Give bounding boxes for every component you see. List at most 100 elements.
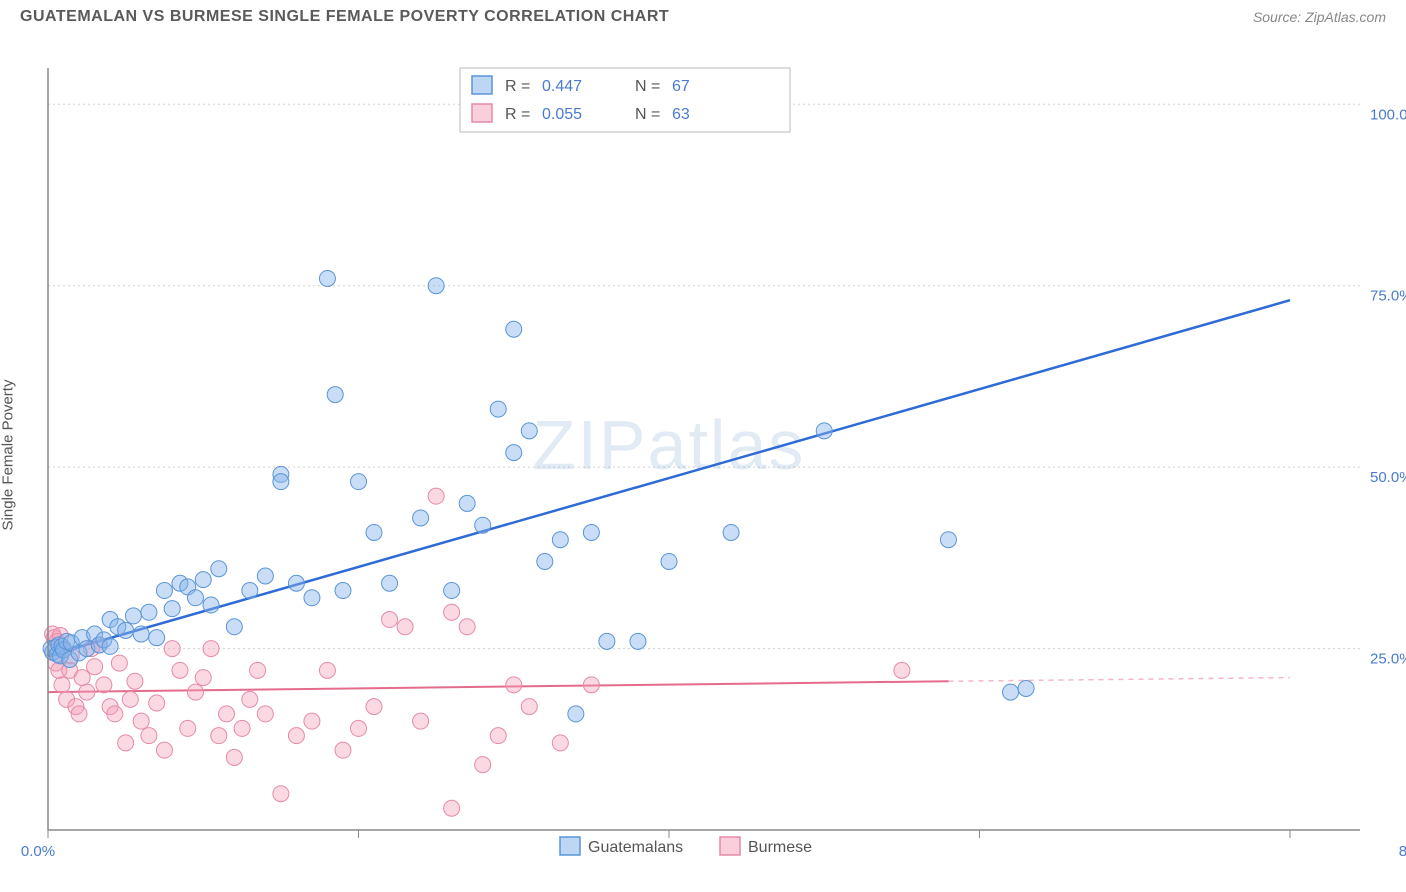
data-point-burmese (226, 749, 242, 765)
data-point-burmese (583, 677, 599, 693)
data-point-guatemalans (521, 423, 537, 439)
data-point-guatemalans (226, 619, 242, 635)
legend-r-label: R = (505, 106, 530, 123)
data-point-guatemalans (102, 638, 118, 654)
data-point-burmese (141, 728, 157, 744)
data-point-burmese (242, 691, 258, 707)
regression-line-burmese (48, 681, 948, 692)
data-point-guatemalans (723, 524, 739, 540)
regression-line-guatemalans (48, 300, 1290, 656)
data-point-guatemalans (118, 622, 134, 638)
data-point-burmese (234, 720, 250, 736)
data-point-guatemalans (156, 583, 172, 599)
data-point-burmese (203, 641, 219, 657)
data-point-burmese (506, 677, 522, 693)
series-legend-swatch (720, 837, 740, 855)
legend-swatch (472, 104, 492, 122)
data-point-guatemalans (382, 575, 398, 591)
watermark: ZIPatlas (533, 406, 806, 484)
data-point-burmese (71, 706, 87, 722)
data-point-burmese (127, 673, 143, 689)
data-point-guatemalans (211, 561, 227, 577)
data-point-guatemalans (940, 532, 956, 548)
legend-swatch (472, 76, 492, 94)
data-point-guatemalans (141, 604, 157, 620)
data-point-guatemalans (490, 401, 506, 417)
data-point-guatemalans (630, 633, 646, 649)
series-legend-swatch (560, 837, 580, 855)
legend-r-label: R = (505, 78, 530, 95)
data-point-burmese (172, 662, 188, 678)
data-point-burmese (111, 655, 127, 671)
data-point-guatemalans (661, 553, 677, 569)
data-point-burmese (397, 619, 413, 635)
data-point-guatemalans (506, 445, 522, 461)
chart-title: GUATEMALAN VS BURMESE SINGLE FEMALE POVE… (20, 8, 669, 26)
chart-header: GUATEMALAN VS BURMESE SINGLE FEMALE POVE… (0, 0, 1406, 30)
data-point-burmese (118, 735, 134, 751)
data-point-guatemalans (552, 532, 568, 548)
data-point-burmese (122, 691, 138, 707)
data-point-burmese (428, 488, 444, 504)
data-point-guatemalans (327, 387, 343, 403)
data-point-guatemalans (1018, 680, 1034, 696)
data-point-burmese (475, 757, 491, 773)
data-point-guatemalans (816, 423, 832, 439)
data-point-burmese (413, 713, 429, 729)
data-point-guatemalans (506, 321, 522, 337)
data-point-guatemalans (125, 608, 141, 624)
data-point-burmese (219, 706, 235, 722)
legend-n-value: 67 (672, 78, 690, 95)
data-point-burmese (366, 699, 382, 715)
data-point-burmese (490, 728, 506, 744)
data-point-burmese (552, 735, 568, 751)
data-point-guatemalans (568, 706, 584, 722)
data-point-guatemalans (444, 583, 460, 599)
y-tick-label: 50.0% (1370, 469, 1406, 486)
y-tick-label: 25.0% (1370, 651, 1406, 668)
data-point-guatemalans (195, 572, 211, 588)
data-point-guatemalans (273, 474, 289, 490)
series-legend-label: Guatemalans (588, 839, 683, 856)
data-point-guatemalans (288, 575, 304, 591)
data-point-burmese (87, 659, 103, 675)
data-point-burmese (459, 619, 475, 635)
data-point-guatemalans (1003, 684, 1019, 700)
data-point-burmese (521, 699, 537, 715)
legend-n-label: N = (635, 106, 660, 123)
x-tick-label: 80.0% (1399, 843, 1406, 860)
data-point-burmese (257, 706, 273, 722)
data-point-guatemalans (428, 278, 444, 294)
data-point-guatemalans (459, 495, 475, 511)
data-point-burmese (156, 742, 172, 758)
legend-r-value: 0.055 (542, 106, 582, 123)
series-legend-label: Burmese (748, 839, 812, 856)
data-point-guatemalans (537, 553, 553, 569)
data-point-burmese (187, 684, 203, 700)
legend-r-value: 0.447 (542, 78, 582, 95)
regression-line-burmese-extrapolated (948, 678, 1290, 682)
data-point-burmese (444, 800, 460, 816)
data-point-burmese (74, 670, 90, 686)
data-point-guatemalans (351, 474, 367, 490)
data-point-guatemalans (366, 524, 382, 540)
data-point-burmese (288, 728, 304, 744)
data-point-guatemalans (164, 601, 180, 617)
data-point-burmese (133, 713, 149, 729)
scatter-chart: 25.0%50.0%75.0%100.0%ZIPatlas0.0%80.0%R … (0, 30, 1406, 880)
data-point-burmese (273, 786, 289, 802)
data-point-burmese (351, 720, 367, 736)
y-axis-label: Single Female Poverty (0, 380, 17, 531)
data-point-guatemalans (335, 583, 351, 599)
chart-source: Source: ZipAtlas.com (1253, 9, 1386, 25)
data-point-guatemalans (187, 590, 203, 606)
data-point-guatemalans (242, 583, 258, 599)
data-point-burmese (211, 728, 227, 744)
legend-n-label: N = (635, 78, 660, 95)
data-point-burmese (335, 742, 351, 758)
data-point-burmese (79, 684, 95, 700)
data-point-burmese (149, 695, 165, 711)
data-point-burmese (894, 662, 910, 678)
data-point-guatemalans (304, 590, 320, 606)
data-point-burmese (164, 641, 180, 657)
